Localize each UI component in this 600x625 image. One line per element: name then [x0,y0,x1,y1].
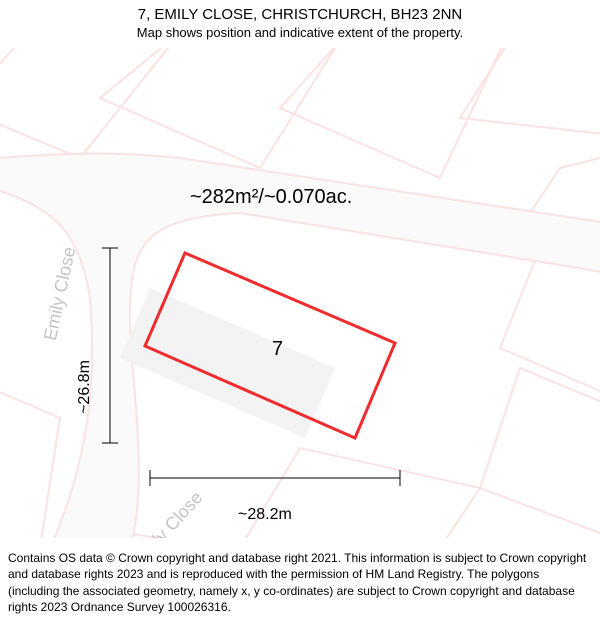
header: 7, EMILY CLOSE, CHRISTCHURCH, BH23 2NN M… [0,0,600,40]
copyright-footer: Contains OS data © Crown copyright and d… [0,544,600,625]
page-subtitle: Map shows position and indicative extent… [0,25,600,40]
width-dimension-label: ~28.2m [238,506,292,524]
plot-number: 7 [272,338,283,361]
height-dimension-label: ~26.8m [76,360,94,414]
map-svg [0,48,600,538]
area-label: ~282m²/~0.070ac. [190,186,352,209]
page-container: 7, EMILY CLOSE, CHRISTCHURCH, BH23 2NN M… [0,0,600,625]
road-shape [0,154,600,538]
page-title: 7, EMILY CLOSE, CHRISTCHURCH, BH23 2NN [0,6,600,23]
map-area: ~282m²/~0.070ac. 7 ~26.8m ~28.2m Emily C… [0,48,600,538]
